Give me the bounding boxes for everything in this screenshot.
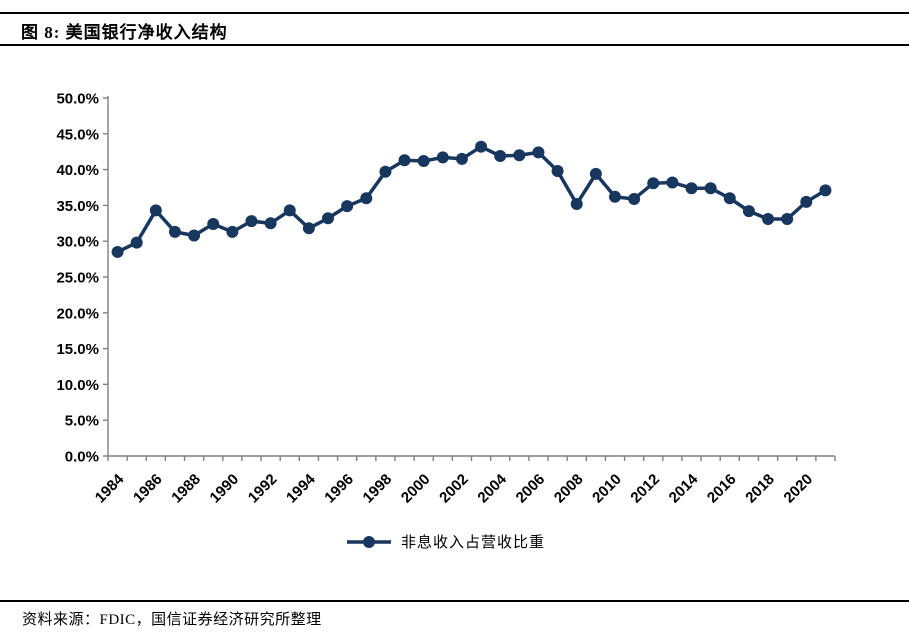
data-point [685,182,698,195]
data-point [245,215,258,228]
data-point [207,218,220,231]
data-point [819,184,832,197]
data-point [168,225,181,238]
data-point [781,213,794,226]
data-point [283,204,296,217]
axes [103,96,836,461]
y-tick-label: 40.0% [56,162,99,179]
data-point [130,236,143,249]
x-tick-label: 2018 [742,471,778,507]
footer-rule [0,600,909,602]
x-tick-label: 2020 [781,471,817,507]
data-point [302,222,315,235]
x-tick-label: 2014 [666,470,702,506]
data-point [475,140,488,153]
header-rule-bottom [0,44,909,46]
data-point [188,229,201,242]
data-point [360,192,373,205]
data-point [723,192,736,205]
x-tick-label: 2004 [474,470,510,506]
y-tick-label: 35.0% [56,198,99,215]
data-point [589,167,602,180]
x-tick-label: 2008 [551,471,587,507]
legend: 非息收入占营收比重 [347,534,545,551]
line-chart: 0.0% 5.0% 10.0% 15.0% 20.0% 25.0% 30.0% 35.0% 40… [56,91,836,551]
data-point [628,192,641,205]
data-point [455,152,468,165]
y-tick-label: 30.0% [56,234,99,251]
data-point [608,190,621,203]
data-point [666,176,679,189]
figure-title: 图 8: 美国银行净收入结构 [21,23,228,42]
x-tick-label: 2010 [589,471,625,507]
x-tick-label: 1988 [168,471,204,507]
data-point [513,149,526,162]
data-point [436,151,449,164]
y-tick-label: 15.0% [56,341,99,358]
x-tick-label: 2000 [398,471,434,507]
data-point [532,146,545,159]
data-point [494,149,507,162]
y-tick-label: 0.0% [65,449,99,466]
y-tick-label: 45.0% [56,126,99,143]
y-tick-label: 10.0% [56,377,99,394]
legend-marker-icon [363,536,375,548]
data-point [398,154,411,167]
data-point [417,155,430,168]
x-tick-label: 2006 [513,471,549,507]
y-tick-label: 50.0% [56,91,99,108]
x-tick-label: 1984 [92,470,128,506]
data-point [111,245,124,258]
data-point [322,212,335,225]
data-series [111,140,832,258]
data-point [551,165,564,178]
x-tick-label: 1998 [360,471,396,507]
data-point [570,197,583,210]
x-tick-label: 2012 [627,471,663,507]
data-point [149,204,162,217]
x-tick-label: 1994 [283,470,319,506]
data-point [800,195,813,208]
x-tick-label: 1990 [207,471,243,507]
x-tick-label: 1996 [321,471,357,507]
axis-labels: 0.0% 5.0% 10.0% 15.0% 20.0% 25.0% 30.0% 35.0% 40… [56,91,816,507]
data-line [115,144,828,254]
data-point [264,217,277,230]
source-note: 资料来源：FDIC，国信证券经济研究所整理 [22,612,322,628]
data-point [226,225,239,238]
data-point [762,213,775,226]
x-tick-label: 1992 [245,471,281,507]
data-point [647,177,660,190]
data-point [742,205,755,218]
x-tick-label: 2002 [436,471,472,507]
data-point [379,165,392,178]
y-tick-label: 25.0% [56,270,99,287]
data-point [341,200,354,213]
header-rule-top [0,12,909,14]
data-point [704,182,717,195]
legend-label: 非息收入占营收比重 [401,534,545,551]
y-tick-label: 20.0% [56,305,99,322]
x-tick-label: 1986 [130,471,166,507]
x-tick-label: 2016 [704,471,740,507]
y-tick-label: 5.0% [65,413,99,430]
